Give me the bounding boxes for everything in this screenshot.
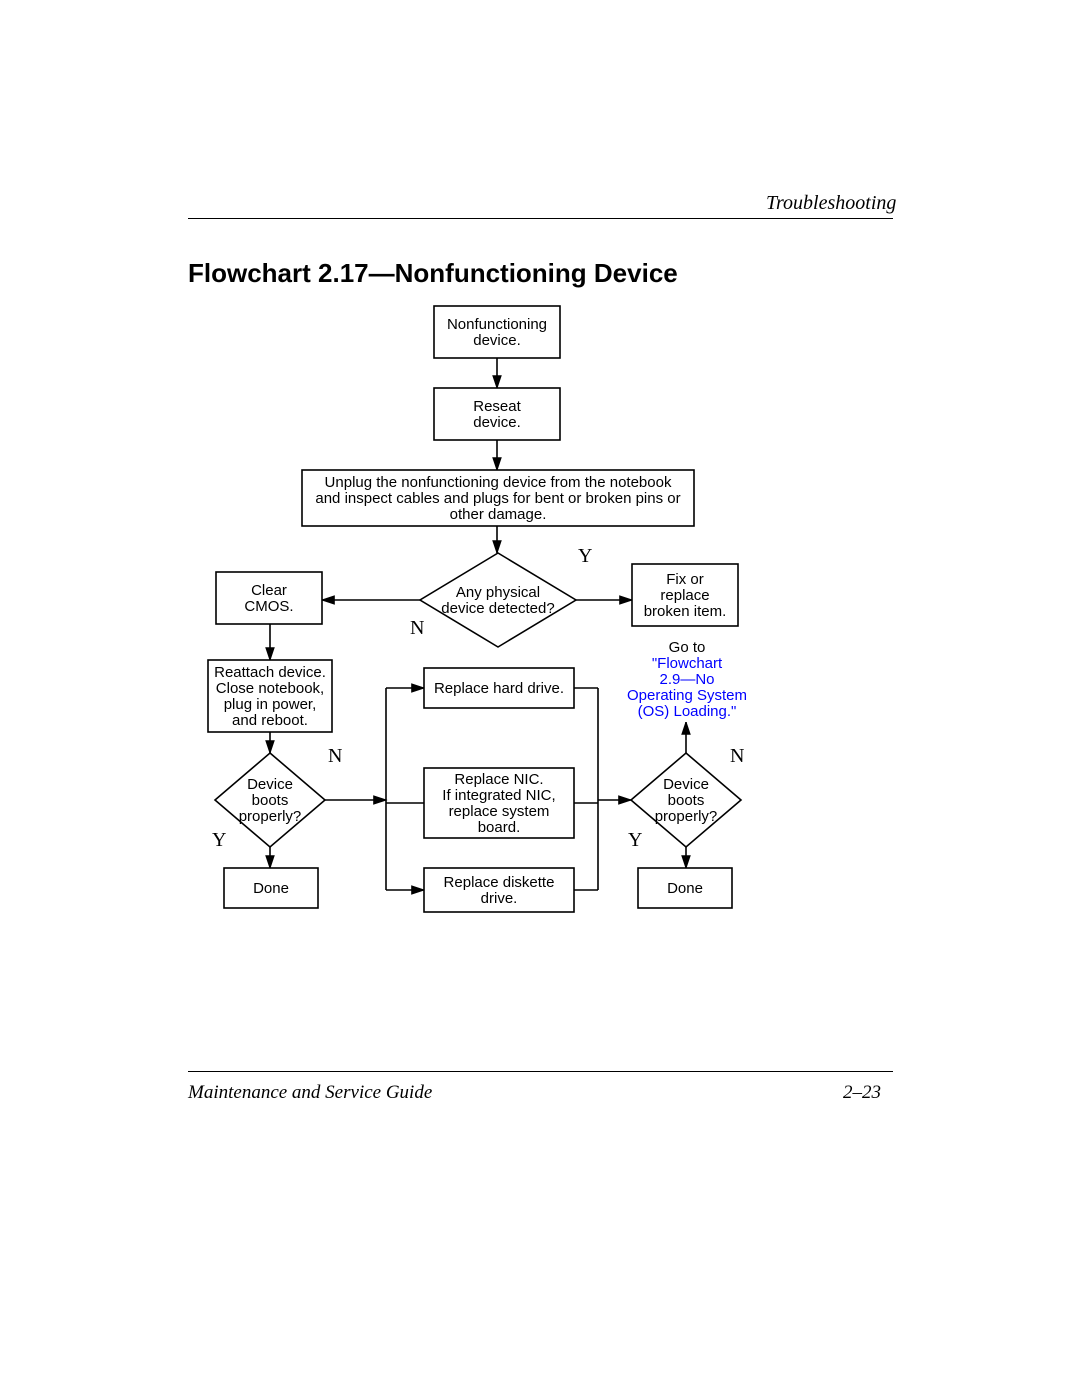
flowchart-text: device. bbox=[473, 414, 521, 431]
flowchart-text: Reseat bbox=[473, 398, 521, 415]
page-title: Flowchart 2.17—Nonfunctioning Device bbox=[188, 258, 678, 289]
flowchart-text: Fix or bbox=[666, 571, 704, 588]
flowchart-text: and inspect cables and plugs for bent or… bbox=[315, 490, 680, 507]
flowchart-edge-label: N bbox=[730, 745, 744, 767]
footer-left: Maintenance and Service Guide bbox=[188, 1082, 432, 1104]
flowchart-edge-label: Y bbox=[578, 545, 592, 567]
flowchart-text: drive. bbox=[481, 890, 518, 907]
flowchart-edge-label: N bbox=[410, 617, 424, 639]
flowchart-text: Any physical bbox=[456, 584, 540, 601]
flowchart-text: Reattach device. bbox=[214, 664, 326, 681]
flowchart-text: Replace NIC. bbox=[454, 771, 543, 788]
flowchart-link-text[interactable]: 2.9—No bbox=[659, 671, 714, 688]
flowchart-edge-label: Y bbox=[212, 829, 226, 851]
flowchart-text: Done bbox=[253, 880, 289, 897]
flowchart-text: and reboot. bbox=[232, 712, 308, 729]
flowchart-text: other damage. bbox=[450, 506, 547, 523]
flowchart-text: If integrated NIC, bbox=[442, 787, 555, 804]
flowchart-text: replace system bbox=[449, 803, 550, 820]
flowchart-text: Clear bbox=[251, 582, 287, 599]
flowchart-text: boots bbox=[252, 792, 289, 809]
flowchart-text: CMOS. bbox=[244, 598, 293, 615]
flowchart-link-text[interactable]: "Flowchart bbox=[652, 655, 723, 672]
flowchart-text: device. bbox=[473, 332, 521, 349]
header-rule bbox=[188, 218, 893, 219]
flowchart-text: properly? bbox=[655, 808, 718, 825]
flowchart-text: board. bbox=[478, 819, 521, 836]
flowchart-text: Go to bbox=[669, 639, 706, 656]
flowchart-text: replace bbox=[660, 587, 709, 604]
flowchart-edge-label: N bbox=[328, 745, 342, 767]
flowchart-text: Device bbox=[663, 776, 709, 793]
flowchart-svg: NYYNYNNonfunctioningdevice.Reseatdevice.… bbox=[188, 300, 894, 1060]
flowchart-text: Done bbox=[667, 880, 703, 897]
footer-right: 2–23 bbox=[843, 1082, 881, 1104]
flowchart-text: Device bbox=[247, 776, 293, 793]
flowchart-link-text[interactable]: Operating System bbox=[627, 687, 747, 704]
flowchart-text: Close notebook, bbox=[216, 680, 324, 697]
flowchart-text: Replace diskette bbox=[444, 874, 555, 891]
flowchart-text: properly? bbox=[239, 808, 302, 825]
flowchart-edge-label: Y bbox=[628, 829, 642, 851]
document-page: Troubleshooting Flowchart 2.17—Nonfuncti… bbox=[0, 0, 1080, 1397]
flowchart-text: Unplug the nonfunctioning device from th… bbox=[325, 474, 672, 491]
footer-rule bbox=[188, 1071, 893, 1072]
flowchart-text: boots bbox=[668, 792, 705, 809]
flowchart-link-text[interactable]: (OS) Loading." bbox=[638, 703, 737, 720]
flowchart-text: plug in power, bbox=[224, 696, 317, 713]
flowchart-text: Replace hard drive. bbox=[434, 680, 564, 697]
flowchart-text: device detected? bbox=[441, 600, 554, 617]
section-header: Troubleshooting bbox=[766, 192, 896, 215]
flowchart-text: Nonfunctioning bbox=[447, 316, 547, 333]
flowchart-text: broken item. bbox=[644, 603, 727, 620]
